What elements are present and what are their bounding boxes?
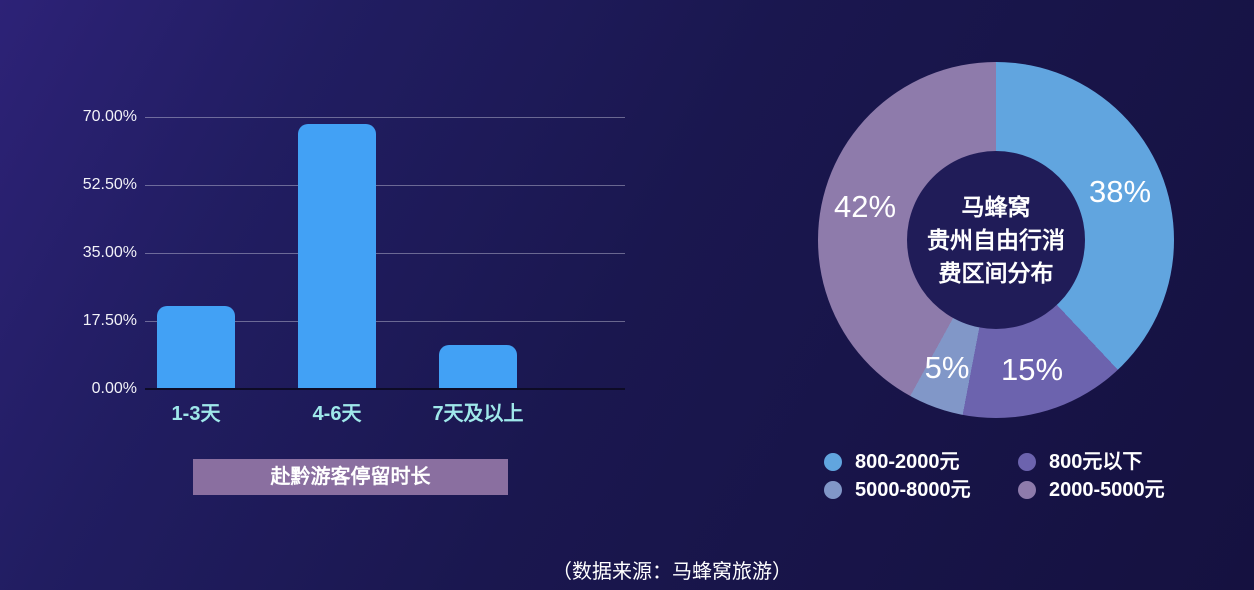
y-axis-tick: 52.50% [82, 176, 137, 193]
y-axis-tick: 35.00% [82, 244, 137, 261]
legend-label: 2000-5000元 [1049, 479, 1165, 501]
x-axis-label: 4-6天 [312, 403, 362, 425]
bar-chart-title-badge: 赴黔游客停留时长 [193, 459, 508, 495]
slice-percent-label: 42% [833, 189, 897, 224]
legend-item: 800-2000元 [824, 452, 960, 472]
legend-dot-icon [1018, 481, 1036, 499]
data-source-note: （数据来源：马蜂窝旅游） [552, 561, 792, 583]
legend-item: 2000-5000元 [1018, 480, 1165, 500]
donut-title-line: 贵州自由行消 [927, 226, 1065, 253]
legend-dot-icon [824, 481, 842, 499]
gridline [145, 185, 625, 186]
y-axis-tick: 0.00% [91, 380, 137, 397]
donut-center: 马蜂窝 贵州自由行消 费区间分布 [907, 151, 1085, 329]
x-axis-line [145, 388, 625, 390]
legend-item: 5000-8000元 [824, 480, 971, 500]
bar-1-3-days [157, 306, 235, 388]
donut-chart: 马蜂窝 贵州自由行消 费区间分布 38% 15% 5% 42% [818, 62, 1174, 418]
legend-dot-icon [1018, 453, 1036, 471]
y-axis-tick: 17.50% [82, 312, 137, 329]
legend-item: 800元以下 [1018, 452, 1142, 472]
legend-label: 800元以下 [1049, 451, 1143, 473]
slice-percent-label: 15% [1000, 352, 1064, 387]
legend-dot-icon [824, 453, 842, 471]
legend-label: 5000-8000元 [855, 479, 971, 501]
gridline [145, 253, 625, 254]
y-axis-tick: 70.00% [82, 108, 137, 125]
donut-title-line: 费区间分布 [938, 259, 1054, 286]
gridline [145, 321, 625, 322]
legend-label: 800-2000元 [855, 451, 960, 473]
bar-4-6-days [298, 123, 376, 388]
bar-chart-plot-area: 1-3天 4-6天 7天及以上 [145, 117, 625, 425]
x-axis-label: 7天及以上 [432, 403, 524, 425]
donut-title-line: 马蜂窝 [961, 193, 1031, 220]
slice-percent-label: 38% [1088, 174, 1152, 209]
bar-7-plus-days [439, 345, 517, 388]
x-axis-label: 1-3天 [171, 403, 221, 425]
slice-percent-label: 5% [924, 350, 970, 385]
gridline [145, 117, 625, 118]
